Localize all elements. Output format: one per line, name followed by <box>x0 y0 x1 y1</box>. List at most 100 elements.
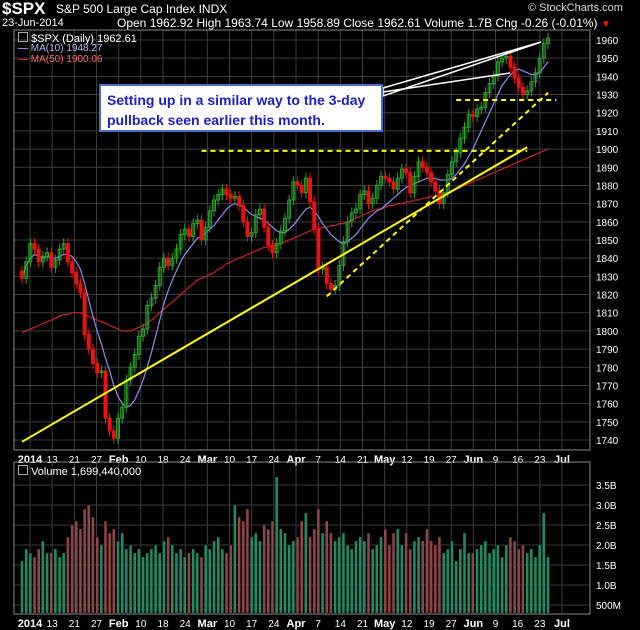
volume-date-tick-label: 21 <box>357 619 369 630</box>
date-tick-label: 9 <box>493 455 499 466</box>
volume-bar <box>62 552 66 614</box>
volume-bar <box>538 544 542 614</box>
date-tick-label: 2014 <box>18 454 43 466</box>
open-label: Open <box>117 16 147 30</box>
candle-body <box>429 172 434 183</box>
candle-body <box>111 430 116 439</box>
volume-bar <box>404 532 408 614</box>
candle-body <box>61 243 66 250</box>
volume-label: Volume <box>424 16 465 30</box>
volume-bar <box>391 532 396 614</box>
volume-tick-label: 1.5B <box>596 561 617 572</box>
candle-body <box>487 83 492 94</box>
volume-bar <box>546 556 550 614</box>
candle-body <box>466 114 471 128</box>
volume-bar <box>78 528 83 614</box>
date-tick-label: Jun <box>464 454 484 466</box>
volume-bar <box>492 548 496 614</box>
candle-body <box>187 228 191 237</box>
candle-body <box>45 252 50 257</box>
volume-bar <box>149 548 154 614</box>
candle-body <box>36 248 41 263</box>
volume-date-tick-label: 27 <box>446 619 458 630</box>
candle-body <box>475 108 479 117</box>
trendlines <box>21 41 557 443</box>
volume-bar <box>120 532 124 614</box>
candle-body <box>53 259 58 268</box>
volume-legend-label: Volume 1,699,440,000 <box>31 466 142 478</box>
date-tick-label: 17 <box>246 455 258 466</box>
volume-tick-label: 500M <box>596 601 621 612</box>
volume-bar <box>70 524 74 614</box>
volume-bar <box>454 560 458 614</box>
volume-bar <box>295 536 300 614</box>
candle-body <box>266 226 271 246</box>
high-label: High <box>196 16 222 30</box>
price-axis: 1740 1750 1760 1770 1780 1790 1800 1810 1820 1830… <box>596 36 619 447</box>
candle-body <box>516 77 521 88</box>
volume-bar <box>542 512 546 614</box>
volume-bar <box>462 532 467 614</box>
candle-body <box>508 55 513 68</box>
price-tick-label: 1950 <box>596 54 619 65</box>
volume-bar <box>437 536 442 614</box>
candle-body <box>78 283 83 294</box>
volume-date-tick-label: 10 <box>224 619 236 630</box>
volume-bar <box>467 552 471 614</box>
date-tick-label: 27 <box>91 455 103 466</box>
volume-bar <box>500 556 504 614</box>
volume-tick-label: 3.0B <box>596 501 617 512</box>
volume-date-tick-label: 12 <box>401 619 413 630</box>
candle-body <box>416 161 421 177</box>
candle-body <box>237 195 242 206</box>
volume-date-tick-label: 24 <box>268 619 280 630</box>
volume-bar <box>371 548 375 614</box>
candle-body <box>157 266 162 286</box>
brand: © StockCharts.com <box>528 2 623 14</box>
candle-body <box>128 366 133 381</box>
volume-bar <box>517 548 521 614</box>
volume-bar <box>316 508 321 614</box>
volume-date-tick-label: 18 <box>157 619 169 630</box>
price-tick-label: 1890 <box>596 163 619 174</box>
price-tick-label: 1750 <box>596 418 619 429</box>
candle-body <box>199 219 204 241</box>
candle-body <box>391 181 396 190</box>
volume-bar <box>91 516 95 614</box>
volume-date-tick-label: May <box>374 618 396 630</box>
price-tick-label: 1830 <box>596 272 619 283</box>
candle-body <box>308 177 313 203</box>
candle-body <box>262 208 267 228</box>
date: 23-Jun-2014 <box>2 17 64 29</box>
volume-bar <box>475 548 479 614</box>
price-tick-label: 1920 <box>596 109 619 120</box>
volume-bar <box>245 508 250 614</box>
price-tick-label: 1900 <box>596 145 619 156</box>
volume-bar <box>433 544 437 614</box>
candle-body <box>245 221 250 237</box>
volume-bar <box>379 536 383 614</box>
candle-body <box>253 214 258 234</box>
candle-body <box>278 230 283 245</box>
low-label: Low <box>271 16 294 30</box>
ma50-line <box>21 148 549 334</box>
price-tick-label: 1960 <box>596 36 619 47</box>
candle-body <box>224 188 229 196</box>
date-tick-label: 10 <box>224 455 236 466</box>
candle-body <box>57 248 62 261</box>
candle-body <box>49 252 54 268</box>
date-tick-label: 21 <box>357 455 369 466</box>
candle-body <box>212 199 216 212</box>
volume-bar <box>183 556 187 614</box>
price-tick-label: 1930 <box>596 91 619 102</box>
price-tick-label: 1880 <box>596 181 619 192</box>
candle-body <box>462 126 467 139</box>
volume-bar <box>375 544 379 614</box>
volume-bar <box>471 552 475 614</box>
candle-body <box>495 61 500 77</box>
candle-body <box>404 168 409 174</box>
volume-bar <box>103 520 108 614</box>
candle-body <box>241 204 246 223</box>
candle-body <box>383 175 388 179</box>
candle-body <box>270 244 275 254</box>
